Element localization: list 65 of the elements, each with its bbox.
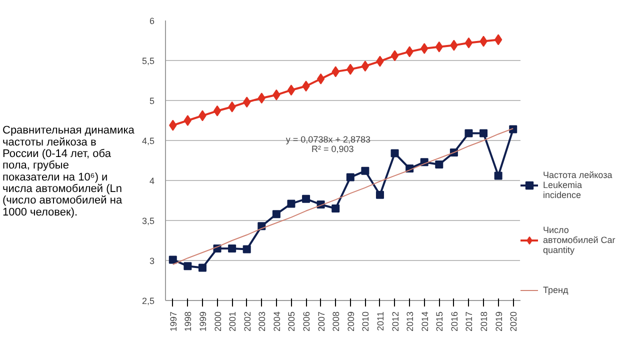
point (168, 256, 177, 264)
x-tick-label: 1998 (183, 311, 194, 332)
point (361, 166, 370, 175)
point (213, 105, 222, 116)
point (480, 129, 488, 138)
x-tick-label: 2010 (360, 311, 371, 332)
x-tick-label: 2018 (479, 311, 490, 332)
point (332, 204, 340, 212)
x-tick-label: 2016 (449, 311, 460, 332)
point (184, 115, 192, 126)
text: Сравнительная динамика частоты лейкоза в России (0-14 лет, оба пола, грубые показатели на 10⁶) и числа автомобилей (Ln (число автомобилей на 1000 человек). (2, 124, 136, 218)
point (287, 200, 296, 208)
x-tick-label: 1997 (168, 311, 178, 332)
y-tick-label: 2,5 (142, 296, 155, 306)
x-tick-label: 1999 (198, 311, 208, 332)
x-tick-label: 2014 (420, 311, 430, 332)
x-tick-label: 2007 (316, 311, 326, 332)
x-tick-label: 2009 (346, 311, 356, 332)
legend-label: Частота лейкоза Leukemia incidence (543, 170, 614, 200)
point (346, 173, 354, 182)
point (390, 149, 399, 158)
y-tick-label: 4 (149, 176, 155, 186)
x-tick-label: 2004 (272, 311, 282, 332)
point (494, 172, 502, 180)
x-tick-label: 2000 (212, 311, 223, 332)
x-tick-label: 2013 (405, 311, 416, 332)
x-tick-label: 2002 (242, 311, 252, 332)
point (435, 160, 444, 168)
point (198, 264, 206, 272)
annotation: y = 0,0738x + 2,8783 (286, 134, 370, 144)
x-tick-label: 2005 (286, 311, 297, 332)
legend-label: Тренд (543, 285, 570, 295)
x-tick-label: 2019 (494, 311, 504, 332)
point (228, 244, 236, 252)
point (287, 84, 296, 96)
y-tick-label: 4,5 (142, 136, 155, 146)
y-tick-label: 5 (149, 96, 155, 106)
point (376, 190, 384, 199)
x-tick-label: 2003 (257, 311, 268, 332)
point (242, 245, 251, 254)
x-tick-label: 2001 (228, 311, 238, 332)
y-tick-label: 6 (149, 16, 155, 26)
point (316, 73, 325, 84)
point (184, 262, 192, 270)
x-tick-label: 2020 (508, 311, 519, 332)
y-tick-label: 5,5 (142, 56, 155, 66)
annotation: R² = 0,903 (312, 144, 354, 154)
point (464, 129, 473, 138)
x-tick-label: 2012 (390, 311, 400, 332)
point (272, 210, 280, 218)
point (494, 34, 502, 46)
y-tick-label: 3 (149, 256, 155, 266)
point (464, 37, 473, 48)
x-tick-label: 2017 (464, 311, 474, 332)
point (509, 125, 518, 134)
x-tick-label: 2008 (331, 311, 342, 332)
point (420, 43, 428, 54)
x-tick-label: 2011 (375, 311, 386, 331)
y-tick-label: 3,5 (142, 216, 155, 226)
point (390, 50, 399, 62)
x-tick-label: 2015 (434, 311, 445, 332)
point (361, 60, 370, 72)
legend-label: Число автомобилей Car quantity (543, 225, 616, 255)
point (302, 194, 310, 203)
x-tick-label: 2006 (302, 311, 312, 332)
